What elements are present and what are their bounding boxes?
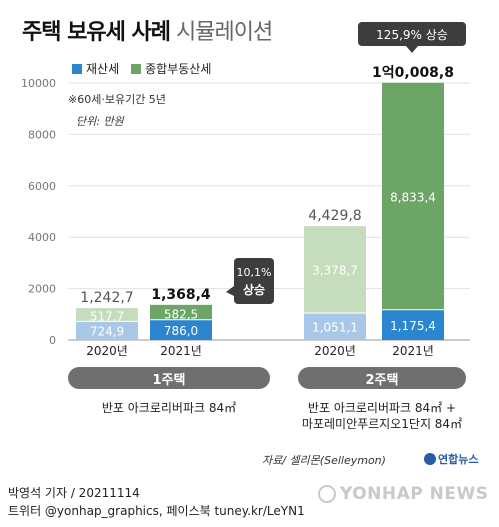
increase-callout-2-pointer (406, 46, 418, 53)
x-tick-label: 2020년 (86, 344, 128, 358)
data-label-property-tax: 1,175,4 (390, 319, 436, 333)
increase-callout-1-word: 상승 (243, 282, 265, 297)
bar-segment-property-tax (150, 319, 212, 340)
data-label-property-tax: 786,0 (164, 324, 198, 338)
group-caption-2-line-1: 반포 아크로리버파크 84㎡ + (307, 401, 457, 415)
y-tick-label: 4000 (28, 231, 56, 244)
watermark: YONHAP NEWS (318, 484, 488, 504)
data-label-comprehensive-tax: 8,833,4 (390, 190, 436, 204)
group-pill-1-label: 1주택 (152, 372, 186, 388)
data-label-comprehensive-tax: 582,5 (164, 307, 198, 321)
bar-segment-property-tax (382, 309, 444, 340)
bar-segment-comprehensive-tax (76, 308, 138, 322)
data-label-total: 1,368,4 (151, 287, 211, 303)
data-label-comprehensive-tax: 3,378,7 (312, 264, 358, 278)
group-pill-2-label: 2주택 (365, 372, 399, 388)
legend-label-comprehensive-tax: 종합부동산세 (145, 62, 212, 76)
group-pill-2: 2주택 (298, 367, 466, 389)
legend: 재산세 종합부동산세 (72, 60, 211, 77)
title-light: 시뮬레이션 (176, 20, 273, 45)
legend-item-comprehensive-tax: 종합부동산세 (131, 60, 211, 77)
data-label-total: 1,242,7 (80, 290, 133, 306)
increase-callout-2-text: 125,9% 상승 (376, 28, 448, 42)
group-caption-2: 반포 아크로리버파크 84㎡ + 마포레미안푸르지오1단지 84㎡ (270, 400, 494, 432)
bar-segment-property-tax (76, 321, 138, 340)
watermark-text: YONHAP NEWS (340, 484, 489, 504)
x-tick-label: 2021년 (160, 344, 202, 358)
increase-callout-1-value: 10,1% (237, 266, 272, 279)
data-label-property-tax: 724,9 (90, 325, 124, 339)
data-label-total: 4,429,8 (308, 208, 361, 224)
bar-segment-comprehensive-tax (150, 304, 212, 320)
unit-label: 단위: 만원 (76, 115, 124, 128)
group-caption-2-line-2: 마포레미안푸르지오1단지 84㎡ (301, 417, 463, 431)
y-tick-label: 10000 (21, 77, 56, 90)
watermark-icon (318, 485, 336, 503)
data-label-property-tax: 1,051,1 (312, 320, 358, 334)
increase-callout-2 (358, 22, 466, 46)
credit-social: 트위터 @yonhap_graphics, 페이스북 tuney.kr/LeYN… (8, 504, 305, 518)
yonhap-logo-icon (424, 453, 436, 465)
legend-label-property-tax: 재산세 (86, 62, 120, 76)
x-tick-label: 2020년 (314, 344, 356, 358)
legend-swatch-comprehensive-tax (131, 63, 142, 74)
note: ※60세·보유기간 5년 (68, 93, 166, 106)
y-tick-label: 2000 (28, 283, 56, 296)
data-label-comprehensive-tax: 517,7 (90, 310, 124, 324)
increase-callout-1 (234, 258, 274, 304)
group-pill-1: 1주택 (68, 367, 270, 389)
bar-segment-comprehensive-tax (382, 82, 444, 310)
bar-segment-comprehensive-tax (304, 226, 366, 313)
source-note: 자료/ 셀리몬(Selleymon) (262, 454, 386, 467)
credit-reporter: 박영석 기자 / 20211114 (8, 486, 140, 500)
y-tick-label: 0 (49, 334, 56, 347)
group-caption-1-line: 반포 아크로리버파크 84㎡ (101, 401, 237, 415)
yonhap-logo-text: 연합뉴스 (438, 453, 479, 466)
page-title: 주택 보유세 사례 시뮬레이션 (22, 14, 273, 46)
group-caption-1: 반포 아크로리버파크 84㎡ (68, 400, 270, 416)
y-tick-label: 6000 (28, 180, 56, 193)
bar-segment-property-tax (304, 312, 366, 340)
data-label-total: 1억0,008,8 (372, 65, 454, 81)
legend-item-property-tax: 재산세 (72, 60, 119, 77)
legend-swatch-property-tax (72, 63, 82, 74)
yonhap-logo: 연합뉴스 (424, 451, 478, 467)
increase-callout-1-pointer (226, 286, 234, 296)
x-tick-label: 2021년 (392, 344, 434, 358)
title-bold: 주택 보유세 사례 (22, 20, 171, 45)
y-tick-label: 8000 (28, 128, 56, 141)
